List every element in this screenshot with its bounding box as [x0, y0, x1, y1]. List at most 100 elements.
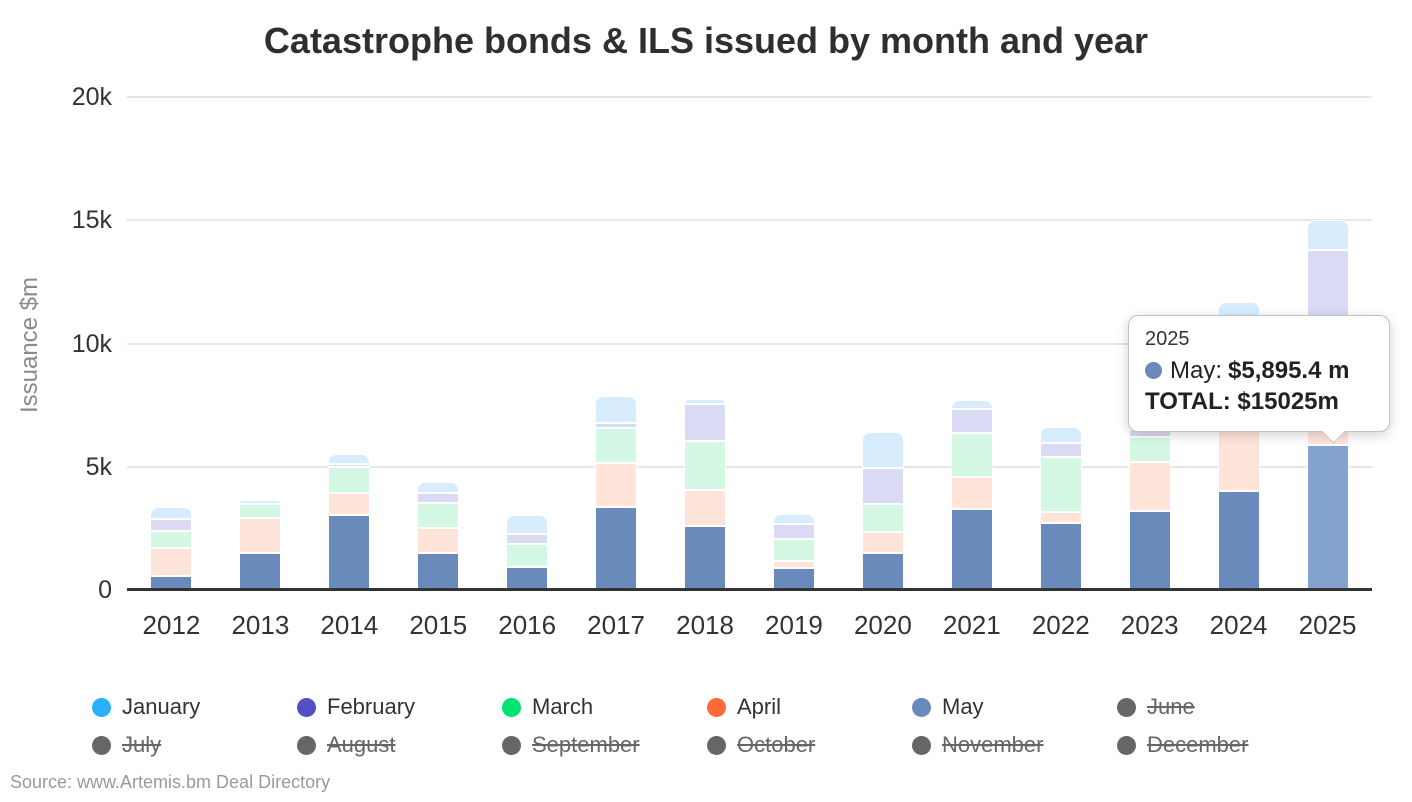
legend: January February March April May June July Augu… — [92, 688, 1322, 764]
bar-segment-may-2021[interactable] — [950, 509, 993, 590]
bar-segment-april-2013[interactable] — [239, 517, 282, 554]
bar-segment-march-2018[interactable] — [684, 440, 727, 490]
bar-segment-april-2023[interactable] — [1128, 461, 1171, 512]
bar-segment-may-2016[interactable] — [506, 566, 549, 590]
bar-segment-april-2019[interactable] — [772, 560, 815, 569]
bar-segment-january-2022[interactable] — [1039, 426, 1082, 443]
legend-marker-icon-march — [502, 697, 521, 717]
bar-segment-april-2014[interactable] — [328, 492, 371, 515]
x-tick-label-2023: 2023 — [1120, 610, 1179, 640]
bar-segment-march-2012[interactable] — [150, 531, 193, 549]
x-tick-label-2016: 2016 — [498, 610, 557, 640]
bar-segment-april-2024[interactable] — [1217, 429, 1260, 491]
legend-label-july: July — [122, 732, 162, 757]
legend-item-december[interactable]: December — [1117, 732, 1322, 758]
bar-segment-january-2014[interactable] — [328, 454, 371, 465]
bar-segment-april-2017[interactable] — [595, 462, 638, 507]
bar-segment-february-2014[interactable] — [328, 464, 371, 468]
legend-item-september[interactable]: September — [502, 732, 707, 758]
bar-segment-may-2015[interactable] — [417, 553, 460, 590]
legend-label-june: June — [1147, 694, 1195, 719]
legend-item-may[interactable]: May — [912, 694, 1117, 720]
bar-segment-january-2016[interactable] — [506, 514, 549, 534]
bar-segment-january-2019[interactable] — [772, 514, 815, 525]
bar-segment-march-2020[interactable] — [861, 503, 904, 533]
legend-item-march[interactable]: March — [502, 694, 707, 720]
legend-marker-icon-august — [297, 735, 316, 755]
bar-segment-may-2022[interactable] — [1039, 522, 1082, 590]
bar-segment-may-2018[interactable] — [684, 525, 727, 590]
bar-segment-may-2019[interactable] — [772, 568, 815, 590]
bar-segment-february-2016[interactable] — [506, 533, 549, 544]
bar-segment-january-2015[interactable] — [417, 481, 460, 494]
bar-segment-may-2014[interactable] — [328, 514, 371, 590]
legend-item-january[interactable]: January — [92, 694, 297, 720]
legend-item-july[interactable]: July — [92, 732, 297, 758]
bar-segment-january-2018[interactable] — [684, 398, 727, 404]
bar-segment-april-2012[interactable] — [150, 548, 193, 576]
legend-item-november[interactable]: November — [912, 732, 1117, 758]
chart-title: Catastrophe bonds & ILS issued by month … — [263, 20, 1149, 61]
bar-segment-may-2020[interactable] — [861, 553, 904, 590]
legend-item-august[interactable]: August — [297, 732, 502, 758]
bar-segment-march-2016[interactable] — [506, 543, 549, 567]
legend-label-may: May — [942, 694, 984, 719]
bar-segment-february-2012[interactable] — [150, 519, 193, 532]
bar-segment-february-2018[interactable] — [684, 403, 727, 441]
may-series-marker-icon — [1145, 362, 1162, 379]
bar-segment-january-2025[interactable] — [1306, 219, 1349, 250]
gridline-10k — [127, 342, 1372, 345]
x-tick-label-2025: 2025 — [1298, 610, 1357, 640]
legend-marker-icon-may — [912, 697, 931, 717]
bar-segment-january-2017[interactable] — [595, 395, 638, 423]
bar-segment-january-2013[interactable] — [239, 500, 282, 505]
tooltip-series-name: May: — [1170, 357, 1223, 384]
bar-segment-february-2020[interactable] — [861, 468, 904, 504]
legend-marker-icon-october — [707, 735, 726, 755]
bar-segment-january-2012[interactable] — [150, 507, 193, 520]
bar-segment-april-2018[interactable] — [684, 489, 727, 526]
bar-segment-march-2019[interactable] — [772, 538, 815, 561]
bar-segment-march-2014[interactable] — [328, 467, 371, 493]
bar-segment-april-2021[interactable] — [950, 477, 993, 510]
bar-segment-march-2015[interactable] — [417, 502, 460, 529]
legend-item-june[interactable]: June — [1117, 694, 1322, 720]
legend-label-november: November — [942, 732, 1044, 757]
bar-segment-february-2017[interactable] — [595, 422, 638, 428]
bar-segment-march-2023[interactable] — [1128, 437, 1171, 462]
bar-segment-may-2023[interactable] — [1128, 511, 1171, 590]
y-tick-label-15k: 15k — [71, 206, 112, 235]
bar-segment-april-2022[interactable] — [1039, 511, 1082, 523]
bar-segment-february-2019[interactable] — [772, 524, 815, 539]
bar-segment-march-2017[interactable] — [595, 427, 638, 463]
bar-segment-may-2024[interactable] — [1217, 490, 1260, 590]
legend-item-october[interactable]: October — [707, 732, 912, 758]
legend-marker-icon-november — [912, 735, 931, 755]
bar-segment-february-2022[interactable] — [1039, 442, 1082, 457]
x-tick-label-2022: 2022 — [1031, 610, 1090, 640]
legend-item-february[interactable]: February — [297, 694, 502, 720]
bar-segment-may-2013[interactable] — [239, 553, 282, 590]
y-tick-label-10k: 10k — [71, 329, 112, 358]
bar-segment-march-2013[interactable] — [239, 504, 282, 518]
tooltip-total: TOTAL: $15025m — [1145, 388, 1339, 415]
bar-segment-february-2021[interactable] — [950, 409, 993, 434]
bar-segment-april-2015[interactable] — [417, 528, 460, 554]
bar-segment-may-2025[interactable] — [1306, 444, 1349, 590]
x-tick-label-2017: 2017 — [587, 610, 646, 640]
x-tick-label-2020: 2020 — [853, 610, 912, 640]
bar-segment-march-2022[interactable] — [1039, 456, 1082, 512]
bar-segment-january-2021[interactable] — [950, 399, 993, 410]
x-tick-label-2018: 2018 — [676, 610, 734, 640]
legend-item-april[interactable]: April — [707, 694, 912, 720]
bar-segment-january-2020[interactable] — [861, 432, 904, 468]
bar-segment-march-2021[interactable] — [950, 433, 993, 478]
bar-segment-february-2015[interactable] — [417, 493, 460, 503]
legend-label-january: January — [122, 694, 201, 719]
bar-segment-april-2020[interactable] — [861, 532, 904, 554]
x-axis-labels: 2012 2013 2014 2015 2016 2017 2018 2019 2020 2021… — [127, 610, 1372, 646]
legend-marker-icon-july — [92, 735, 111, 755]
legend-label-march: March — [532, 694, 594, 719]
bar-segment-may-2017[interactable] — [595, 506, 638, 590]
legend-marker-icon-april — [707, 697, 726, 717]
